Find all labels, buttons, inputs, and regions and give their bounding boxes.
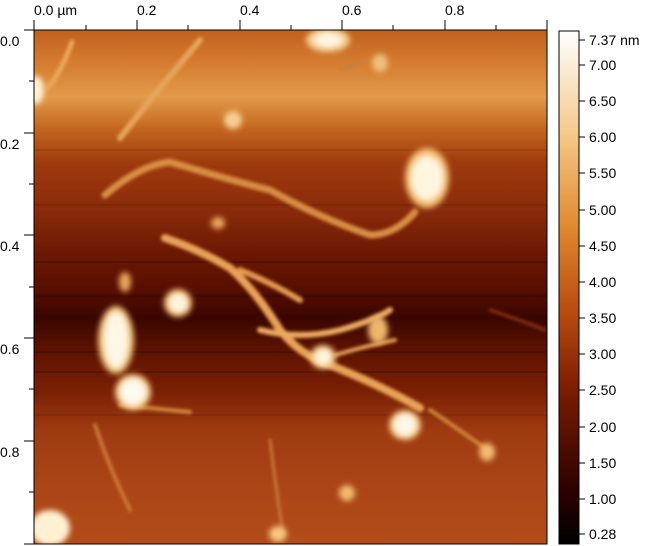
colorbar-label: 5.00 — [589, 202, 616, 218]
y-tick-label: 0.8 — [0, 444, 20, 460]
x-tick-label: 0.6 — [342, 2, 362, 18]
afm-background — [34, 30, 547, 544]
colorbar: 7.37 nm 7.00 6.50 6.00 5.50 5.00 4.50 4.… — [558, 30, 640, 545]
y-axis-labels: 0.0 0.2 0.4 0.6 0.8 — [0, 33, 20, 460]
afm-height-map — [34, 30, 547, 544]
x-axis — [33, 20, 548, 30]
colorbar-gradient — [558, 30, 580, 545]
colorbar-label: 2.50 — [589, 382, 616, 398]
colorbar-label: 1.00 — [589, 491, 616, 507]
y-axis — [24, 29, 34, 545]
colorbar-ticks — [579, 39, 585, 535]
x-tick-label: 0.8 — [445, 2, 465, 18]
y-tick-label: 0.4 — [0, 238, 20, 254]
colorbar-label: 3.50 — [589, 310, 616, 326]
x-tick-label: 0.0 µm — [34, 2, 77, 18]
y-tick-label: 0.2 — [0, 136, 20, 152]
x-tick-label: 0.4 — [240, 2, 260, 18]
colorbar-label: 7.00 — [589, 57, 616, 73]
x-axis-labels: 0.0 µm 0.2 0.4 0.6 0.8 — [34, 2, 465, 18]
colorbar-label: 1.50 — [589, 455, 616, 471]
colorbar-label: 3.00 — [589, 346, 616, 362]
colorbar-label: 7.37 nm — [589, 32, 640, 48]
x-tick-label: 0.2 — [137, 2, 157, 18]
colorbar-label: 4.50 — [589, 238, 616, 254]
colorbar-labels: 7.37 nm 7.00 6.50 6.00 5.50 5.00 4.50 4.… — [589, 32, 640, 542]
colorbar-label: 6.00 — [589, 129, 616, 145]
peaks — [34, 30, 495, 544]
colorbar-label: 5.50 — [589, 165, 616, 181]
y-tick-label: 0.0 — [0, 33, 20, 49]
colorbar-label: 4.00 — [589, 274, 616, 290]
colorbar-label: 0.28 — [589, 526, 616, 542]
colorbar-label: 2.00 — [589, 419, 616, 435]
y-tick-label: 0.6 — [0, 341, 20, 357]
colorbar-label: 6.50 — [589, 93, 616, 109]
